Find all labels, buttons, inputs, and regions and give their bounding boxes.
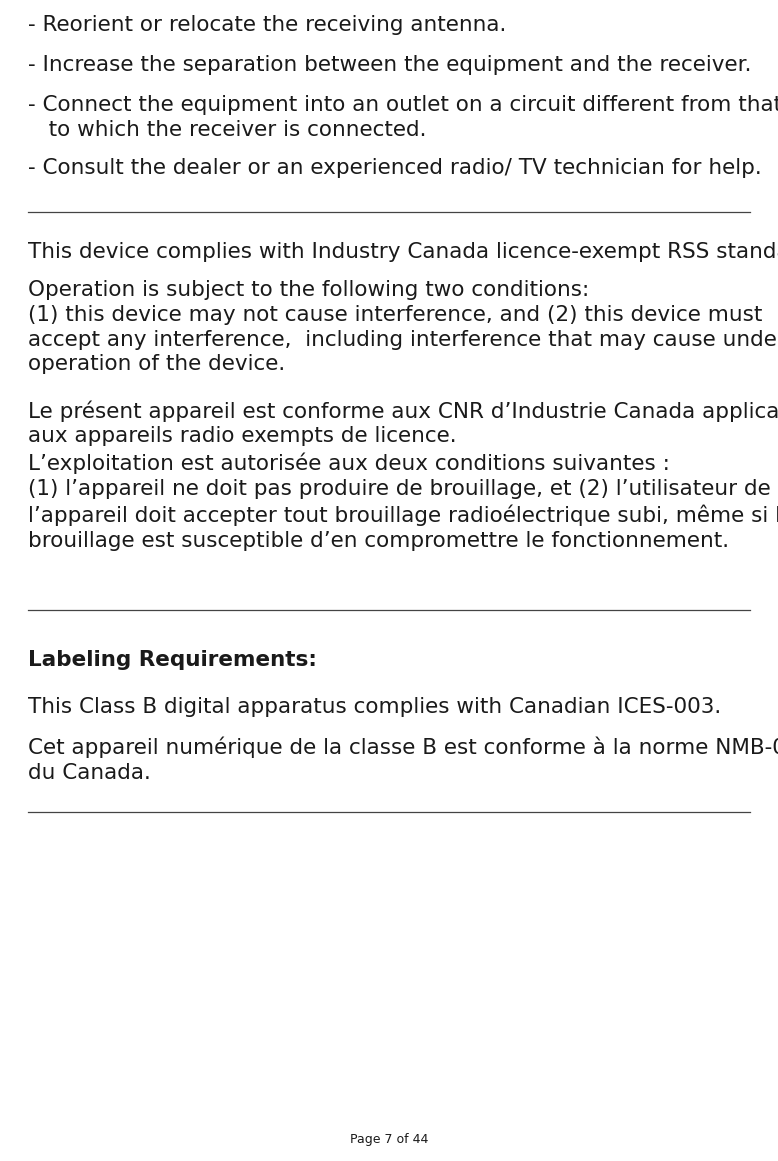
Text: Labeling Requirements:: Labeling Requirements: xyxy=(28,650,317,670)
Text: L’exploitation est autorisée aux deux conditions suivantes :
(1) l’appareil ne d: L’exploitation est autorisée aux deux co… xyxy=(28,453,778,550)
Text: Le présent appareil est conforme aux CNR d’Industrie Canada applicables
aux appa: Le présent appareil est conforme aux CNR… xyxy=(28,401,778,446)
Text: - Connect the equipment into an outlet on a circuit different from that
   to wh: - Connect the equipment into an outlet o… xyxy=(28,95,778,139)
Text: - Reorient or relocate the receiving antenna.: - Reorient or relocate the receiving ant… xyxy=(28,15,506,35)
Text: - Increase the separation between the equipment and the receiver.: - Increase the separation between the eq… xyxy=(28,55,752,75)
Text: Operation is subject to the following two conditions:
(1) this device may not ca: Operation is subject to the following tw… xyxy=(28,280,778,374)
Text: This Class B digital apparatus complies with Canadian ICES-003.: This Class B digital apparatus complies … xyxy=(28,697,721,717)
Text: - Consult the dealer or an experienced radio/ TV technician for help.: - Consult the dealer or an experienced r… xyxy=(28,158,762,178)
Text: Cet appareil numérique de la classe B est conforme à la norme NMB-003
du Canada.: Cet appareil numérique de la classe B es… xyxy=(28,737,778,784)
Text: Page 7 of 44: Page 7 of 44 xyxy=(350,1133,428,1146)
Text: This device complies with Industry Canada licence-exempt RSS standard(s).: This device complies with Industry Canad… xyxy=(28,241,778,262)
